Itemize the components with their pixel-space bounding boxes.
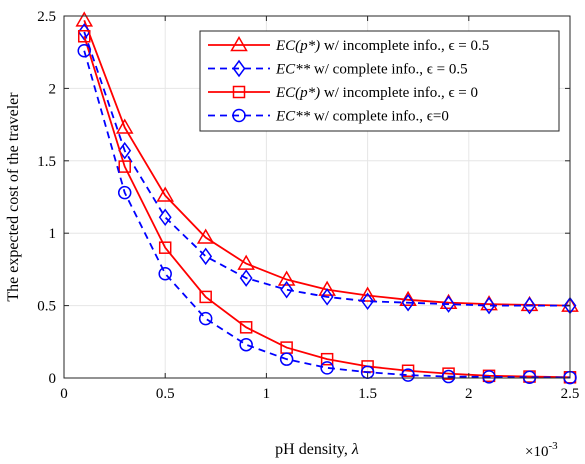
y-tick-label: 2 <box>49 81 57 97</box>
circle-marker <box>239 337 253 352</box>
square-marker <box>158 241 172 254</box>
y-tick-label: 1.5 <box>37 154 56 170</box>
circle-marker <box>401 368 415 382</box>
diamond-marker <box>158 208 172 227</box>
y-tick-label: 0.5 <box>37 299 56 315</box>
square-marker <box>401 364 415 378</box>
diamond-marker <box>280 280 294 299</box>
legend-label: EC(p*) w/ incomplete info., ϵ = 0 <box>275 85 478 101</box>
triangle-marker <box>196 228 215 244</box>
circle-marker <box>320 361 334 375</box>
circle-marker <box>441 369 456 384</box>
square-marker <box>77 30 91 43</box>
square-marker <box>239 321 253 334</box>
legend-label-math: EC** <box>275 62 311 78</box>
triangle-marker <box>318 280 336 296</box>
legend-label-math: EC(p*) <box>275 85 320 101</box>
square-marker <box>118 160 131 173</box>
diamond-marker <box>77 23 91 41</box>
x-axis-exponent: ×10-3 <box>525 440 558 460</box>
circle-marker <box>482 370 496 384</box>
triangle-marker <box>237 254 255 270</box>
diamond-marker <box>401 293 415 312</box>
legend-entry: EC(p*) w/ incomplete info., ϵ = 0 <box>208 85 478 101</box>
plot-frame <box>63 15 571 379</box>
legend-label: EC** w/ complete info., ϵ = 0.5 <box>275 62 468 78</box>
circle-marker <box>198 311 213 326</box>
diamond-marker <box>361 292 375 311</box>
circle-marker <box>522 370 537 385</box>
triangle-marker <box>156 186 174 202</box>
circle-marker <box>158 266 172 281</box>
x-tick-label: 1 <box>263 386 271 402</box>
legend-entry: EC(p*) w/ incomplete info., ϵ = 0.5 <box>208 35 489 54</box>
circle-marker <box>117 185 132 200</box>
legend-label: EC** w/ complete info., ϵ=0 <box>275 109 449 125</box>
series-2 <box>77 23 577 315</box>
y-tick-label: 1 <box>49 226 57 242</box>
square-marker <box>199 290 212 304</box>
triangle-marker <box>277 270 296 286</box>
x-tick-label: 2.5 <box>561 386 580 402</box>
legend-label-rest: w/ complete info., ϵ = 0.5 <box>310 62 467 78</box>
legend-box <box>199 30 560 132</box>
square-marker <box>232 85 246 99</box>
legend-label-math: EC** <box>275 109 311 125</box>
legend-label: EC(p*) w/ incomplete info., ϵ = 0.5 <box>275 38 489 54</box>
triangle-marker <box>115 118 134 134</box>
diamond-marker <box>199 247 213 266</box>
diamond-marker <box>118 141 132 160</box>
x-tick-label: 0 <box>60 386 68 402</box>
series-4 <box>77 44 577 385</box>
y-tick-label: 0 <box>49 371 57 387</box>
legend-label-rest: w/ complete info., ϵ=0 <box>310 109 449 125</box>
ticks: 0 0.5 1 1.5 2 2.5 0 0.5 1 1.5 2 2.5 <box>37 9 579 402</box>
series-line <box>83 36 571 379</box>
diamond-marker <box>320 288 334 306</box>
diamond-marker <box>523 296 536 315</box>
diamond-marker <box>482 296 496 315</box>
series-line <box>83 31 570 307</box>
triangle-marker <box>399 290 417 307</box>
legend-label-rest: w/ incomplete info., ϵ = 0.5 <box>320 38 489 54</box>
series-layer <box>75 11 579 385</box>
circle-marker <box>232 108 246 123</box>
circle-marker <box>77 44 91 58</box>
diamond-marker <box>232 59 246 78</box>
y-axis-label: The expected cost of the traveler <box>5 92 22 302</box>
triangle-marker <box>230 35 248 52</box>
triangle-marker <box>75 11 94 27</box>
triangle-marker <box>358 286 377 302</box>
series-line <box>83 50 571 379</box>
x-tick-label: 1.5 <box>358 386 377 402</box>
diamond-marker <box>442 295 455 313</box>
circle-marker <box>279 352 294 366</box>
x-axis-label: pH density, λ <box>275 441 359 458</box>
x-tick-label: 2 <box>465 386 473 402</box>
legend-label-rest: w/ incomplete info., ϵ = 0 <box>320 85 478 101</box>
legend: EC(p*) w/ incomplete info., ϵ = 0.5 EC** … <box>199 30 560 132</box>
legend-label-math: EC(p*) <box>275 38 320 54</box>
square-marker <box>320 352 334 366</box>
legend-entry: EC** w/ complete info., ϵ=0 <box>208 109 449 125</box>
diamond-marker <box>239 269 253 287</box>
x-tick-label: 0.5 <box>156 386 175 402</box>
legend-entry: EC** w/ complete info., ϵ = 0.5 <box>208 59 468 78</box>
y-tick-label: 2.5 <box>37 9 56 25</box>
